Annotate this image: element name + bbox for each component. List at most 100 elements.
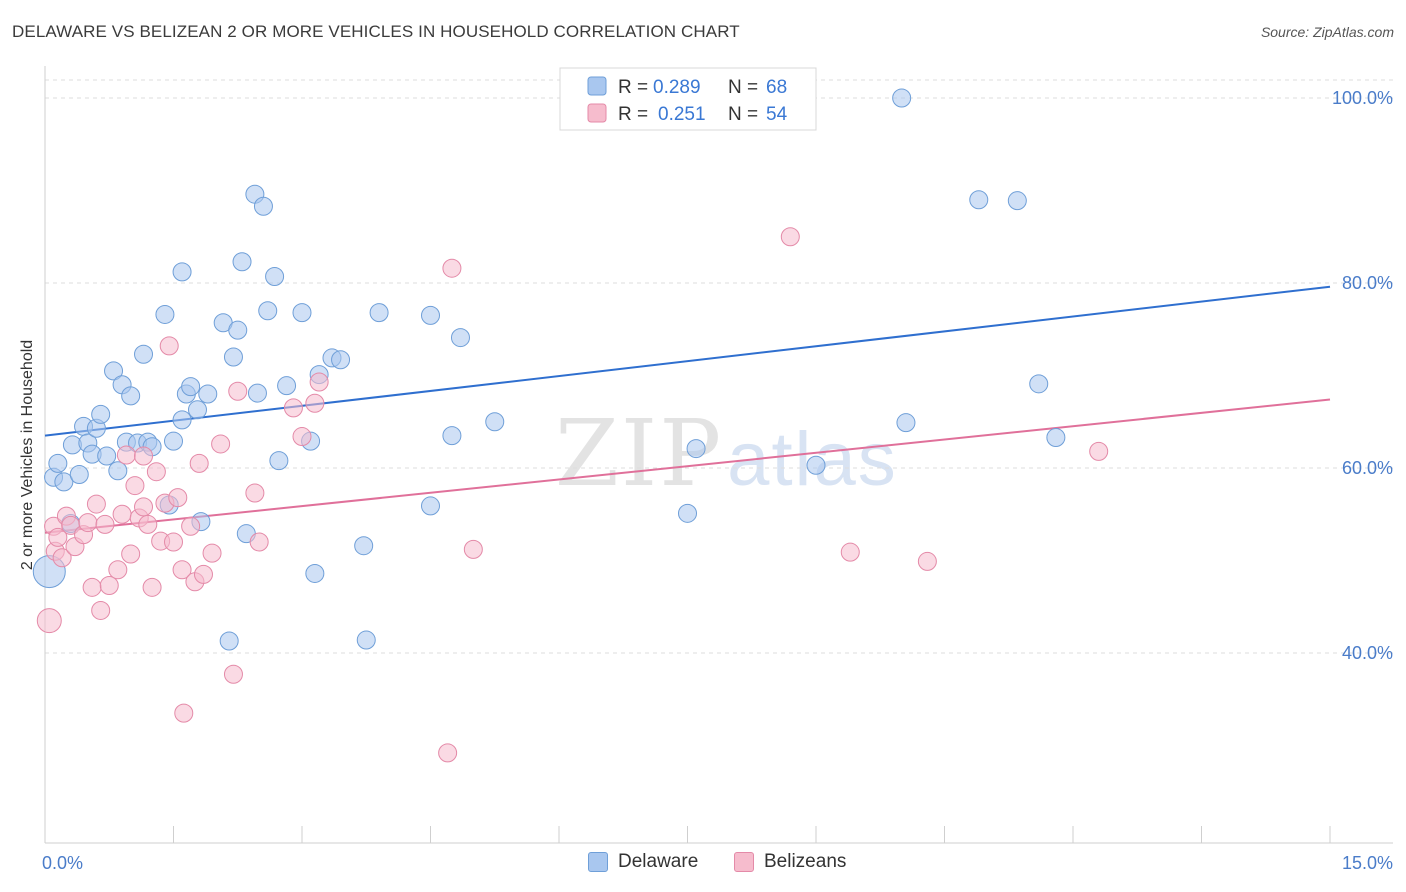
point-delaware-12 <box>97 446 117 466</box>
point-delaware-14 <box>108 461 128 481</box>
grid-lines <box>45 79 1393 654</box>
point-belizeans-46 <box>438 743 458 763</box>
point-delaware-25 <box>172 262 192 282</box>
point-delaware-57 <box>450 328 470 348</box>
legend-r-label-delaware: R = <box>618 77 648 98</box>
legend-n-value-delaware: 68 <box>766 77 787 98</box>
series-belizeans <box>36 227 1109 763</box>
legend-r-label-belizeans: R = <box>618 104 648 125</box>
point-belizeans-49 <box>780 227 800 247</box>
trend-lines <box>44 285 1331 534</box>
point-belizeans-29 <box>168 488 188 508</box>
legend-n-label-belizeans: N = <box>728 104 758 125</box>
point-delaware-64 <box>969 190 989 210</box>
point-belizeans-52 <box>1089 441 1109 461</box>
point-belizeans-42 <box>283 398 303 418</box>
point-belizeans-15 <box>108 560 128 580</box>
point-belizeans-40 <box>245 483 265 503</box>
point-belizeans-43 <box>292 427 312 447</box>
legend-swatch-delaware <box>587 76 607 96</box>
legend-r-value-belizeans: 0.251 <box>658 104 706 125</box>
point-delaware-44 <box>277 376 297 396</box>
watermark: ZIPatlas <box>555 400 898 507</box>
y-tick-label-1: 60.0% <box>1342 458 1393 478</box>
point-delaware-39 <box>247 383 267 403</box>
point-delaware-61 <box>806 455 826 475</box>
point-belizeans-13 <box>95 514 115 534</box>
point-delaware-55 <box>421 496 440 516</box>
tick-labels: 40.0% 60.0% 80.0% 100.0% 0.0% 15.0% <box>42 88 1393 873</box>
point-delaware-28 <box>181 377 201 397</box>
legend-r-value-delaware: 0.289 <box>653 77 701 98</box>
point-belizeans-14 <box>99 575 119 595</box>
point-belizeans-9 <box>78 513 98 533</box>
point-delaware-40 <box>253 196 273 216</box>
point-belizeans-30 <box>172 560 192 580</box>
point-belizeans-18 <box>121 544 141 564</box>
point-delaware-47 <box>305 563 325 583</box>
data-points <box>32 88 1109 763</box>
point-delaware-52 <box>356 630 376 650</box>
point-delaware-33 <box>219 631 239 651</box>
legend-n-value-belizeans: 54 <box>766 104 788 125</box>
trend-line-belizeans <box>44 398 1331 534</box>
point-delaware-58 <box>485 412 505 432</box>
point-delaware-42 <box>265 267 285 287</box>
point-delaware-35 <box>228 320 248 340</box>
point-delaware-54 <box>421 305 440 325</box>
point-delaware-36 <box>232 252 252 272</box>
point-belizeans-32 <box>181 516 201 536</box>
point-belizeans-51 <box>917 551 937 571</box>
chart-title: DELAWARE VS BELIZEAN 2 OR MORE VEHICLES … <box>12 22 740 41</box>
point-belizeans-37 <box>211 434 231 454</box>
point-delaware-34 <box>223 347 243 367</box>
point-delaware-67 <box>1046 427 1066 447</box>
legend-item-delaware: Delaware <box>588 851 698 873</box>
point-belizeans-45 <box>309 372 329 392</box>
point-delaware-66 <box>1029 374 1049 394</box>
y-tick-label-3: 100.0% <box>1332 88 1393 108</box>
point-delaware-43 <box>269 451 289 471</box>
point-belizeans-47 <box>442 258 462 278</box>
point-delaware-63 <box>896 413 916 433</box>
point-delaware-31 <box>198 384 218 404</box>
point-belizeans-10 <box>82 577 102 597</box>
source-credit: Source: ZipAtlas.com <box>1260 24 1394 40</box>
point-belizeans-12 <box>91 600 111 620</box>
point-belizeans-36 <box>202 543 222 563</box>
point-belizeans-41 <box>249 532 269 552</box>
legend-item-belizeans: Belizeans <box>734 851 846 873</box>
legend-swatch-delaware <box>588 852 608 872</box>
point-belizeans-21 <box>134 497 154 517</box>
trend-line-delaware <box>44 285 1331 437</box>
y-tick-label-2: 80.0% <box>1342 273 1393 293</box>
legend-swatch-belizeans <box>734 852 754 872</box>
x-tick-label-start: 0.0% <box>42 853 83 873</box>
x-tick-label-end: 15.0% <box>1342 853 1393 873</box>
point-belizeans-11 <box>86 494 106 514</box>
point-belizeans-27 <box>159 336 179 356</box>
legend-top: R = 0.289 N = 68 R = 0.251 N = 54 <box>559 67 817 131</box>
point-delaware-3 <box>54 472 74 492</box>
point-belizeans-0 <box>36 608 62 634</box>
point-belizeans-28 <box>164 532 183 552</box>
point-delaware-2 <box>48 453 68 473</box>
point-belizeans-39 <box>228 381 248 401</box>
point-belizeans-38 <box>223 664 243 684</box>
point-belizeans-31 <box>174 703 194 723</box>
point-belizeans-17 <box>116 445 136 465</box>
point-belizeans-24 <box>146 462 166 482</box>
point-belizeans-3 <box>48 527 68 547</box>
point-delaware-60 <box>686 439 706 459</box>
point-delaware-6 <box>69 464 89 484</box>
point-belizeans-53 <box>134 446 154 466</box>
point-belizeans-34 <box>189 453 209 473</box>
point-delaware-62 <box>892 88 912 108</box>
point-delaware-45 <box>292 303 312 323</box>
point-delaware-24 <box>164 431 183 451</box>
point-delaware-29 <box>187 400 207 420</box>
point-belizeans-44 <box>305 393 325 413</box>
point-delaware-53 <box>369 303 389 323</box>
point-delaware-56 <box>442 426 462 446</box>
legend-n-label-delaware: N = <box>728 77 758 98</box>
